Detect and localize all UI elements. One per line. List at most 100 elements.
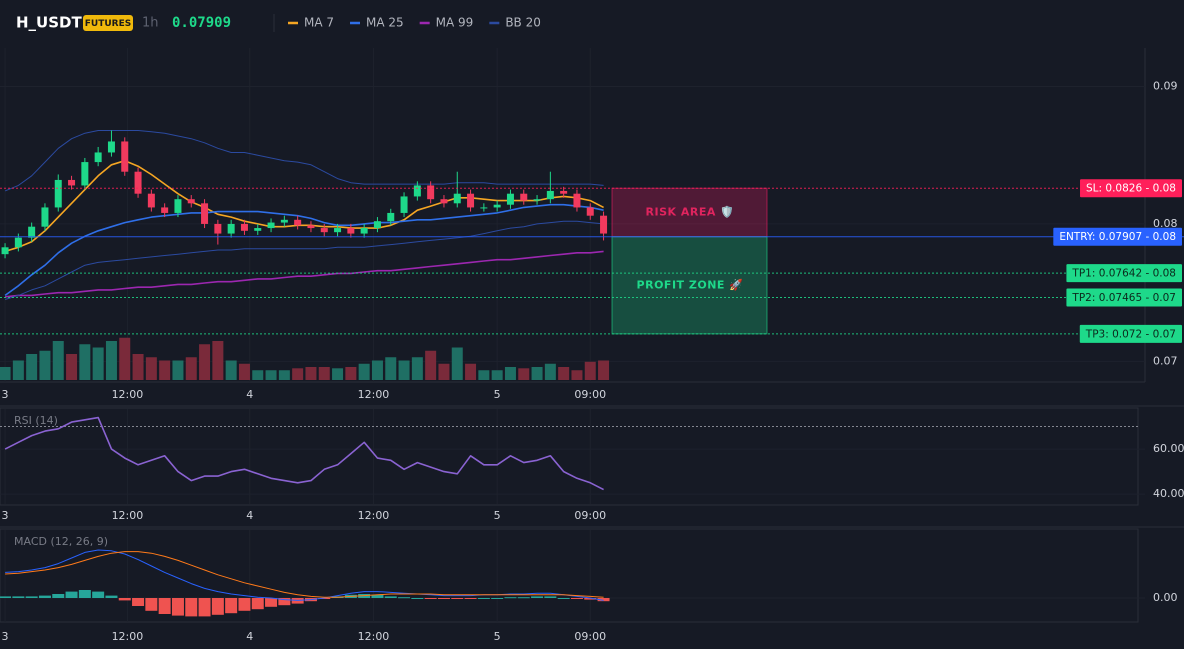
macd-hist-bar: [278, 598, 291, 606]
macd-hist-bar: [570, 598, 583, 599]
candle-body: [28, 226, 36, 238]
volume-bar: [119, 337, 131, 380]
legend-label: MA 99: [436, 16, 474, 30]
macd-hist-bar: [251, 598, 264, 610]
candle-body: [573, 193, 581, 208]
candle-body: [533, 199, 541, 201]
macd-hist-bar: [132, 598, 145, 606]
volume-bar: [438, 363, 450, 380]
ma-line: [4, 203, 604, 297]
volume-bar: [105, 341, 117, 380]
zone-label: PROFIT ZONE 🚀: [637, 278, 744, 291]
macd-panel-border: [0, 528, 1139, 623]
volume-bar: [238, 363, 250, 380]
candle-body: [240, 223, 248, 231]
y-tick-label: 60.00: [1153, 442, 1184, 455]
level-label: TP2: 0.07465 - 0.07: [1071, 292, 1176, 304]
macd-hist-bar: [384, 596, 397, 598]
rsi-line: [4, 416, 604, 491]
level-label-bg: [1053, 227, 1182, 246]
candle-body: [94, 152, 102, 163]
volume-bar: [451, 347, 463, 380]
candle-body: [453, 193, 461, 204]
macd-hist-bar: [411, 598, 424, 599]
volume-bar: [558, 367, 570, 380]
x-tick-label: 3: [2, 509, 9, 522]
macd-hist-bar: [517, 597, 530, 599]
macd-hist-bar: [597, 598, 610, 602]
candle-body: [520, 193, 528, 201]
volume-bar: [132, 354, 144, 380]
macd-hist-bar: [557, 598, 570, 599]
symbol: H_USDT: [16, 14, 82, 32]
zone: [611, 187, 768, 238]
candle-body: [307, 225, 315, 229]
level-label: TP1: 0.07642 - 0.08: [1071, 268, 1176, 280]
x-tick-label: 12:00: [358, 509, 390, 522]
candle-body: [493, 204, 501, 208]
candle-body: [413, 185, 421, 197]
volume-bar: [584, 361, 596, 380]
y-tick-label: 0.07: [1153, 354, 1178, 367]
x-tick-label: 12:00: [112, 630, 144, 643]
y-tick-label: 0.08: [1153, 217, 1178, 230]
macd-hist-bar: [504, 597, 517, 599]
interval: 1h: [142, 16, 159, 31]
macd-hist-bar: [78, 590, 91, 598]
candle-body: [467, 193, 475, 208]
volume-bar: [26, 354, 38, 380]
macd-hist-bar: [118, 598, 131, 601]
macd-hist-bar: [491, 598, 504, 599]
volume-bar: [159, 360, 171, 380]
macd-hist-bar: [12, 596, 25, 598]
volume-bar: [598, 360, 610, 380]
volume-bar: [0, 367, 11, 380]
candle-body: [586, 207, 594, 216]
candle-body: [347, 228, 355, 234]
volume-bar: [478, 370, 490, 380]
macd-hist-bar: [198, 598, 211, 617]
candle-body: [480, 207, 488, 209]
macd-hist-bar: [437, 598, 450, 599]
macd-hist-bar: [211, 598, 224, 615]
macd-hist-bar: [185, 598, 198, 617]
macd-hist-bar: [225, 598, 238, 614]
level-label: ENTRY: 0.07907 - 0.08: [1059, 231, 1176, 243]
volume-bar: [225, 360, 237, 380]
candle-body: [1, 247, 9, 255]
legend-label: MA 25: [366, 16, 404, 30]
macd-hist-bar: [145, 598, 158, 611]
candle-body: [320, 228, 328, 233]
bb-lower: [4, 220, 604, 300]
candle-body: [68, 179, 76, 186]
candle-body: [187, 199, 195, 204]
macd-hist-bar: [171, 598, 184, 616]
candle-body: [227, 223, 235, 234]
volume-bar: [385, 357, 397, 380]
candle-body: [134, 171, 142, 194]
macd-hist-bar: [105, 595, 118, 598]
candle-body: [14, 237, 22, 248]
y-tick-label: 0.09: [1153, 79, 1178, 92]
volume-bar: [52, 341, 64, 380]
volume-bar: [199, 344, 211, 380]
level-label: SL: 0.0826 - 0.08: [1086, 183, 1176, 195]
x-tick-label: 3: [2, 388, 9, 401]
volume-bar: [465, 363, 477, 380]
x-tick-label: 4: [246, 509, 253, 522]
volume-bar: [504, 367, 516, 380]
legend-label: MA 7: [304, 16, 334, 30]
volume-bar: [79, 344, 91, 380]
candle-body: [546, 190, 554, 200]
candle-body: [81, 162, 89, 186]
zone-label: RISK AREA 🛡️: [646, 205, 735, 218]
macd-hist-bar: [424, 598, 437, 599]
candle-body: [107, 141, 115, 153]
macd-hist-bar: [371, 594, 384, 598]
candle-body: [201, 203, 209, 224]
candle-body: [280, 219, 288, 223]
zone: [611, 236, 768, 335]
candle-body: [54, 179, 62, 208]
macd-hist-bar: [531, 596, 544, 598]
volume-bar: [265, 370, 277, 380]
